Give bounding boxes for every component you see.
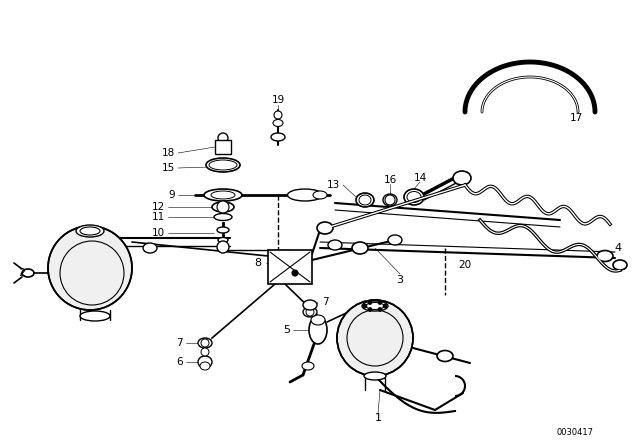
Circle shape	[368, 301, 372, 305]
Circle shape	[274, 111, 282, 119]
Ellipse shape	[364, 372, 386, 380]
Text: 8: 8	[255, 258, 262, 268]
Ellipse shape	[80, 311, 110, 321]
Ellipse shape	[273, 120, 283, 126]
Circle shape	[385, 195, 395, 205]
Circle shape	[218, 133, 228, 143]
Text: 6: 6	[177, 357, 183, 367]
Text: 5: 5	[283, 325, 290, 335]
Ellipse shape	[212, 202, 234, 212]
Ellipse shape	[437, 350, 453, 362]
Ellipse shape	[209, 160, 237, 170]
Text: 14: 14	[413, 173, 427, 183]
Text: 18: 18	[162, 148, 175, 158]
Text: 1: 1	[374, 413, 381, 423]
Ellipse shape	[204, 189, 242, 201]
Ellipse shape	[359, 195, 371, 205]
Circle shape	[337, 300, 413, 376]
Text: 13: 13	[327, 180, 340, 190]
Circle shape	[368, 307, 372, 311]
Circle shape	[306, 308, 314, 316]
Ellipse shape	[200, 362, 210, 370]
Ellipse shape	[303, 307, 317, 317]
Ellipse shape	[76, 225, 104, 237]
Text: 12: 12	[152, 202, 165, 212]
Ellipse shape	[613, 260, 627, 270]
Ellipse shape	[271, 133, 285, 141]
Text: 10: 10	[152, 228, 165, 238]
Ellipse shape	[309, 316, 327, 344]
Text: 0030417: 0030417	[557, 427, 593, 436]
Circle shape	[217, 201, 229, 213]
Circle shape	[292, 270, 298, 276]
Text: 15: 15	[162, 163, 175, 173]
Circle shape	[363, 304, 367, 308]
Ellipse shape	[198, 338, 212, 348]
Ellipse shape	[356, 193, 374, 207]
Circle shape	[378, 301, 382, 305]
Text: 19: 19	[271, 95, 285, 105]
Text: 2: 2	[19, 268, 26, 278]
FancyBboxPatch shape	[268, 250, 312, 284]
Ellipse shape	[313, 191, 327, 199]
Circle shape	[201, 348, 209, 356]
Text: 16: 16	[383, 175, 397, 185]
Ellipse shape	[287, 189, 323, 201]
Ellipse shape	[597, 250, 613, 262]
Ellipse shape	[453, 171, 471, 185]
Circle shape	[378, 307, 382, 311]
Text: 11: 11	[152, 212, 165, 222]
Text: 3: 3	[397, 275, 403, 285]
Ellipse shape	[383, 194, 397, 206]
Ellipse shape	[303, 300, 317, 310]
Ellipse shape	[366, 302, 384, 310]
Ellipse shape	[206, 158, 240, 172]
Ellipse shape	[311, 315, 325, 325]
Ellipse shape	[143, 243, 157, 253]
Ellipse shape	[362, 301, 388, 311]
Ellipse shape	[388, 235, 402, 245]
Ellipse shape	[22, 269, 34, 277]
Ellipse shape	[211, 191, 235, 199]
Text: 4: 4	[614, 243, 621, 253]
Ellipse shape	[328, 240, 342, 250]
Circle shape	[201, 339, 209, 347]
Ellipse shape	[217, 227, 229, 233]
Ellipse shape	[218, 237, 228, 242]
Text: 17: 17	[570, 113, 582, 123]
Ellipse shape	[214, 214, 232, 220]
Ellipse shape	[404, 189, 424, 205]
Text: 7: 7	[322, 297, 328, 307]
Ellipse shape	[80, 227, 100, 235]
Circle shape	[48, 226, 132, 310]
Ellipse shape	[352, 242, 368, 254]
Text: 7: 7	[177, 338, 183, 348]
Ellipse shape	[302, 362, 314, 370]
Circle shape	[217, 241, 229, 253]
Ellipse shape	[317, 222, 333, 234]
Ellipse shape	[407, 191, 421, 202]
Text: 9: 9	[168, 190, 175, 200]
Ellipse shape	[198, 356, 212, 368]
Circle shape	[383, 304, 387, 308]
FancyBboxPatch shape	[215, 140, 231, 154]
Text: 20: 20	[458, 260, 471, 270]
